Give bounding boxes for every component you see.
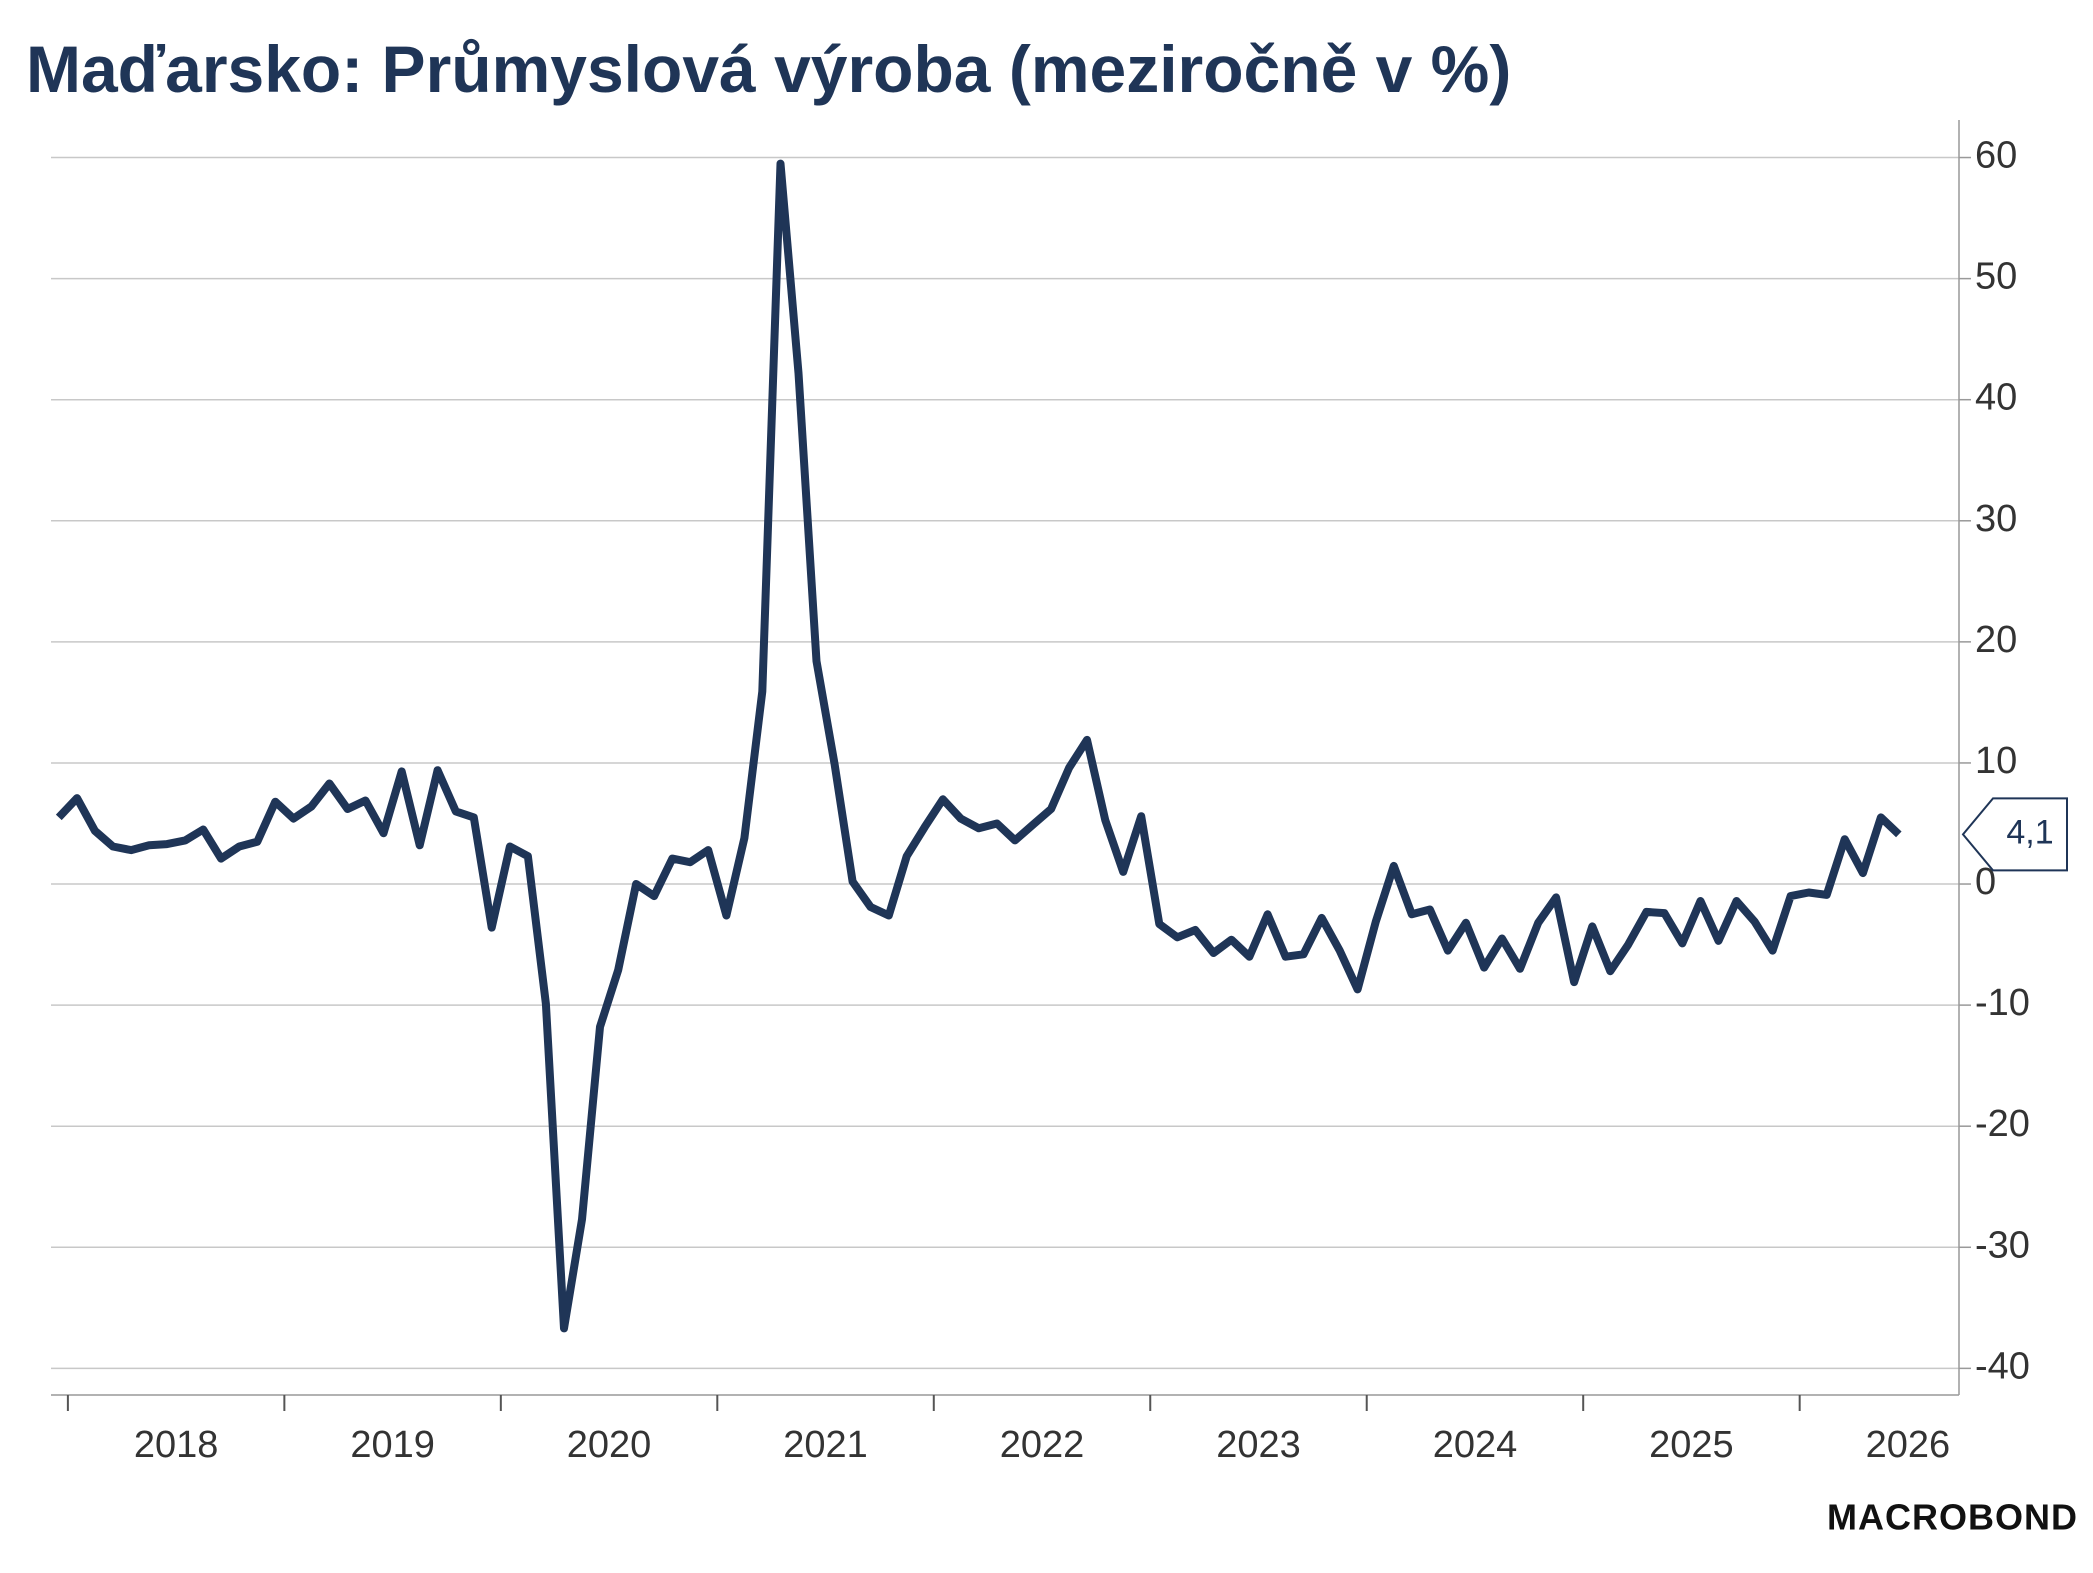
x-tick-label: 2021 — [783, 1424, 868, 1466]
x-tick-label: 2020 — [567, 1424, 652, 1466]
y-tick-label: -20 — [1975, 1103, 2030, 1145]
x-tick-label: 2026 — [1866, 1424, 1951, 1466]
y-tick-label: 20 — [1975, 619, 2017, 661]
end-label: 4,1 — [1961, 797, 2068, 872]
x-tick-label: 2022 — [1000, 1424, 1085, 1466]
end-label-box — [1961, 797, 2068, 872]
x-tick-label: 2019 — [350, 1424, 435, 1466]
y-tick-label: 40 — [1975, 377, 2017, 419]
x-tick-label: 2025 — [1649, 1424, 1734, 1466]
y-tick-label: 0 — [1975, 861, 1996, 903]
y-tick-label: -40 — [1975, 1345, 2030, 1387]
x-tick-label: 2023 — [1216, 1424, 1301, 1466]
x-tick-label: 2024 — [1433, 1424, 1518, 1466]
y-tick-label: 10 — [1975, 740, 2017, 782]
x-tick-label: 2018 — [134, 1424, 219, 1466]
end-label-text: 4,1 — [2006, 813, 2053, 851]
data-line — [55, 159, 1902, 1333]
source-logo: MACROBOND — [1827, 1497, 2078, 1538]
chart-title: Maďarsko: Průmyslová výroba (meziročně v… — [26, 32, 1511, 106]
y-tick-label: 30 — [1975, 498, 2017, 540]
y-tick-label: -30 — [1975, 1224, 2030, 1266]
y-tick-label: -10 — [1975, 982, 2030, 1024]
y-tick-label: 60 — [1975, 135, 2017, 177]
y-tick-label: 50 — [1975, 256, 2017, 298]
